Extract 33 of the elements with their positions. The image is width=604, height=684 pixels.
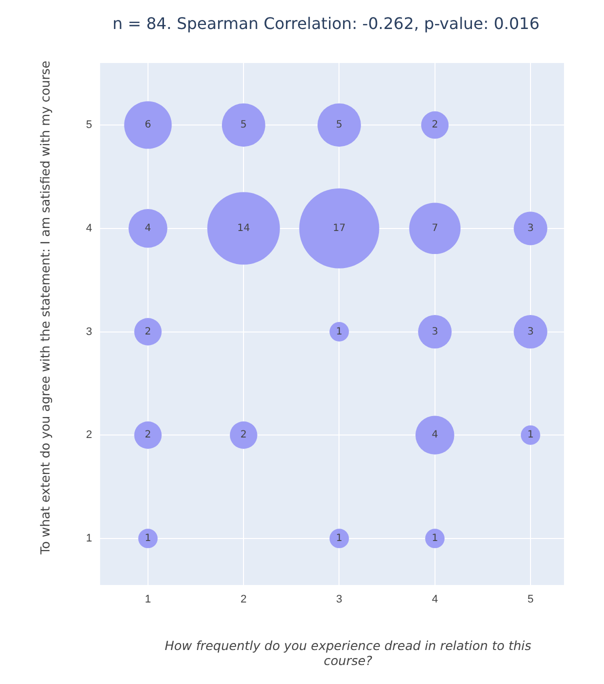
y-tick-label: 2 (86, 429, 92, 442)
data-label: 7 (432, 222, 438, 234)
chart-title: n = 84. Spearman Correlation: -0.262, p-value: 0.016 (111, 14, 541, 33)
y-tick-label: 3 (86, 326, 92, 338)
y-tick-label: 4 (86, 222, 92, 234)
data-label: 2 (240, 430, 247, 441)
data-label: 6 (144, 120, 152, 131)
data-label: 2 (144, 430, 152, 441)
x-tick-label: 3 (336, 594, 342, 606)
data-label: 1 (144, 533, 152, 544)
x-tick-label: 5 (527, 594, 534, 606)
y-tick-label: 5 (86, 119, 92, 132)
x-tick-label: 4 (432, 594, 438, 606)
data-label: 14 (237, 222, 250, 234)
data-label: 5 (336, 120, 342, 131)
x-tick-label: 2 (240, 594, 247, 606)
data-label: 2 (144, 326, 152, 338)
data-label: 17 (332, 222, 346, 234)
data-label: 3 (527, 326, 534, 338)
data-label: 1 (432, 533, 438, 544)
y-axis-title: To what extent do you agree with the statement: I am satisfied with my course (38, 60, 52, 556)
y-tick-label: 1 (86, 532, 92, 545)
data-label: 1 (336, 533, 342, 544)
data-label: 1 (336, 326, 342, 338)
x-axis-title: How frequently do you experience dread in relation to this course? (164, 638, 532, 668)
data-label: 4 (432, 430, 438, 441)
data-label: 1 (527, 430, 534, 441)
data-label: 2 (432, 120, 438, 131)
data-label: 4 (144, 222, 152, 234)
data-label: 3 (432, 326, 438, 338)
x-tick-label: 1 (144, 594, 152, 606)
data-label: 3 (527, 222, 534, 234)
data-label: 5 (240, 120, 247, 131)
